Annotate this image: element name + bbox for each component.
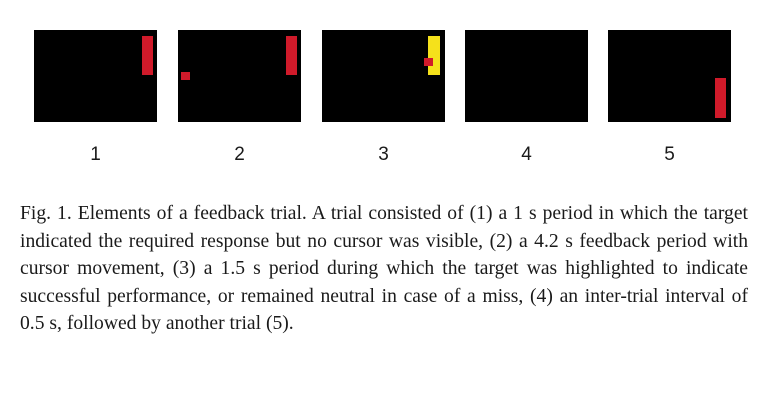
target-bar: [715, 78, 726, 118]
panel-label-5: 5: [664, 144, 675, 165]
cursor-square: [181, 72, 190, 80]
panel-label-4: 4: [521, 144, 532, 165]
panel-label-1: 1: [90, 144, 101, 165]
panel-label-2: 2: [234, 144, 245, 165]
trial-panel-1: [34, 30, 157, 122]
panel-label-3: 3: [378, 144, 389, 165]
target-bar: [286, 36, 297, 75]
figure-caption: Fig. 1. Elements of a feedback trial. A …: [20, 203, 748, 334]
trial-panel-2: [178, 30, 301, 122]
trial-panel-3: [322, 30, 445, 122]
target-bar: [142, 36, 153, 75]
cursor-square: [424, 58, 433, 66]
trial-panel-4: [465, 30, 588, 122]
trial-panel-5: [608, 30, 731, 122]
target-bar-highlighted: [428, 36, 440, 75]
